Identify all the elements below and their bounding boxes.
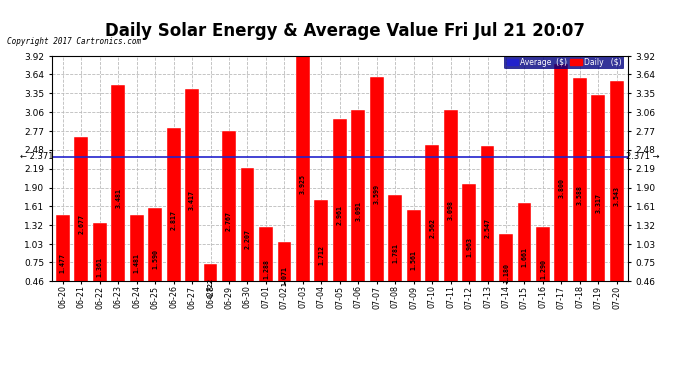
Text: 1.288: 1.288 bbox=[263, 259, 269, 279]
Text: 1.290: 1.290 bbox=[540, 259, 546, 279]
Bar bbox=[425, 144, 439, 311]
Text: 1.481: 1.481 bbox=[134, 253, 139, 273]
Bar bbox=[222, 131, 236, 311]
Bar bbox=[148, 208, 162, 311]
Text: 1.071: 1.071 bbox=[282, 266, 288, 286]
Text: 3.091: 3.091 bbox=[355, 201, 362, 220]
Bar bbox=[167, 128, 181, 311]
Bar bbox=[462, 183, 476, 311]
Bar bbox=[56, 215, 70, 311]
Text: 1.180: 1.180 bbox=[503, 263, 509, 283]
Bar bbox=[388, 195, 402, 311]
Text: 3.800: 3.800 bbox=[558, 178, 564, 198]
Text: 1.561: 1.561 bbox=[411, 251, 417, 270]
Bar bbox=[536, 227, 550, 311]
Text: 1.590: 1.590 bbox=[152, 249, 158, 270]
Bar bbox=[444, 110, 457, 311]
Text: Daily Solar Energy & Average Value Fri Jul 21 20:07: Daily Solar Energy & Average Value Fri J… bbox=[105, 22, 585, 40]
Text: 2.371 →: 2.371 → bbox=[626, 153, 660, 162]
Bar bbox=[499, 234, 513, 311]
Bar bbox=[111, 85, 125, 311]
Text: 2.961: 2.961 bbox=[337, 205, 343, 225]
Bar bbox=[315, 200, 328, 311]
Text: 1.661: 1.661 bbox=[522, 247, 527, 267]
Text: 1.361: 1.361 bbox=[97, 257, 103, 277]
Bar bbox=[259, 227, 273, 311]
Bar bbox=[130, 215, 144, 311]
Text: ← 2.371: ← 2.371 bbox=[20, 153, 54, 162]
Bar bbox=[241, 168, 255, 311]
Bar bbox=[296, 56, 310, 311]
Legend: Average  ($), Daily   ($): Average ($), Daily ($) bbox=[504, 56, 624, 69]
Text: 0.722: 0.722 bbox=[208, 278, 214, 298]
Bar bbox=[610, 81, 624, 311]
Text: 3.417: 3.417 bbox=[189, 190, 195, 210]
Bar bbox=[75, 137, 88, 311]
Bar bbox=[370, 77, 384, 311]
Text: 3.543: 3.543 bbox=[614, 186, 620, 206]
Bar bbox=[555, 64, 569, 311]
Text: 3.925: 3.925 bbox=[300, 174, 306, 194]
Text: 1.781: 1.781 bbox=[392, 243, 398, 263]
Bar bbox=[351, 110, 365, 311]
Text: 3.098: 3.098 bbox=[448, 200, 453, 220]
Text: 2.817: 2.817 bbox=[170, 210, 177, 230]
Bar bbox=[333, 118, 347, 311]
Bar bbox=[481, 146, 495, 311]
Text: 1.963: 1.963 bbox=[466, 237, 472, 257]
Bar bbox=[591, 96, 605, 311]
Bar bbox=[407, 210, 421, 311]
Text: 1.477: 1.477 bbox=[60, 253, 66, 273]
Text: 3.588: 3.588 bbox=[577, 184, 583, 204]
Bar bbox=[518, 203, 531, 311]
Text: 2.207: 2.207 bbox=[244, 230, 250, 249]
Text: 1.712: 1.712 bbox=[318, 246, 324, 266]
Bar bbox=[204, 264, 217, 311]
Bar bbox=[573, 78, 586, 311]
Bar bbox=[185, 89, 199, 311]
Text: 3.317: 3.317 bbox=[595, 194, 602, 213]
Text: 2.547: 2.547 bbox=[484, 218, 491, 238]
Text: 2.677: 2.677 bbox=[78, 214, 84, 234]
Bar bbox=[277, 242, 291, 311]
Text: 3.599: 3.599 bbox=[374, 184, 380, 204]
Text: 3.481: 3.481 bbox=[115, 188, 121, 208]
Bar bbox=[93, 223, 107, 311]
Text: 2.562: 2.562 bbox=[429, 218, 435, 238]
Text: Copyright 2017 Cartronics.com: Copyright 2017 Cartronics.com bbox=[7, 38, 141, 46]
Text: 2.767: 2.767 bbox=[226, 211, 232, 231]
